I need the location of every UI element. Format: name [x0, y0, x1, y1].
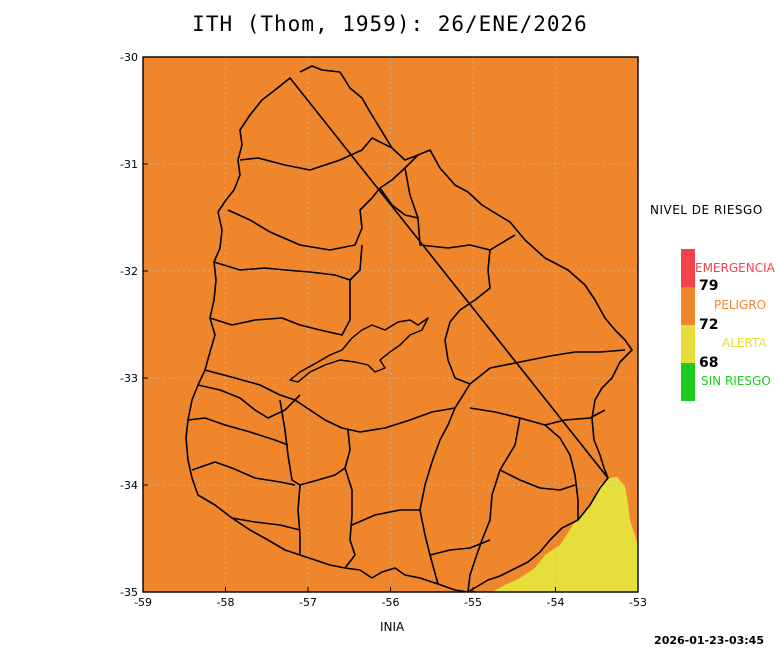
legend-swatch-alerta	[681, 325, 695, 363]
y-tick-label: -35	[120, 586, 138, 599]
legend-threshold-79: 79	[699, 278, 719, 294]
country-border	[185, 65, 633, 593]
legend-threshold-68: 68	[699, 355, 719, 371]
x-tick-label: -54	[547, 596, 565, 609]
y-axis: -30 -31 -32 -33 -34 -35	[120, 51, 148, 599]
timestamp: 2026-01-23-03:45	[654, 634, 764, 647]
y-tick-label: -30	[120, 51, 138, 64]
x-tick-label: -56	[382, 596, 400, 609]
legend-swatch-sin-riesgo	[681, 363, 695, 401]
legend-label-sin-riesgo: SIN RIESGO	[701, 374, 771, 388]
legend-label-emergencia: EMERGENCIA	[695, 261, 775, 275]
map-title: ITH (Thom, 1959): 26/ENE/2026	[192, 12, 588, 36]
y-tick-label: -32	[120, 265, 138, 278]
legend-label-alerta: ALERTA	[722, 336, 767, 350]
legend-title: NIVEL DE RIESGO	[650, 203, 763, 217]
y-tick-label: -31	[120, 158, 138, 171]
x-tick-label: -55	[464, 596, 482, 609]
y-tick-label: -33	[120, 372, 138, 385]
x-tick-label: -58	[217, 596, 235, 609]
legend-label-peligro: PELIGRO	[714, 298, 767, 312]
x-tick-label: -57	[299, 596, 317, 609]
legend-swatch-peligro	[681, 287, 695, 325]
y-tick-label: -34	[120, 479, 138, 492]
department-boundaries	[185, 65, 633, 593]
x-tick-label: -53	[629, 596, 647, 609]
alert-zone	[492, 477, 638, 592]
legend-swatch-emergencia	[681, 249, 695, 287]
gridlines	[143, 57, 638, 592]
x-axis: -59 -58 -57 -56 -55 -54 -53	[134, 587, 647, 609]
legend-threshold-72: 72	[699, 317, 719, 333]
x-tick-label: -59	[134, 596, 152, 609]
credit-label: INIA	[380, 620, 405, 634]
